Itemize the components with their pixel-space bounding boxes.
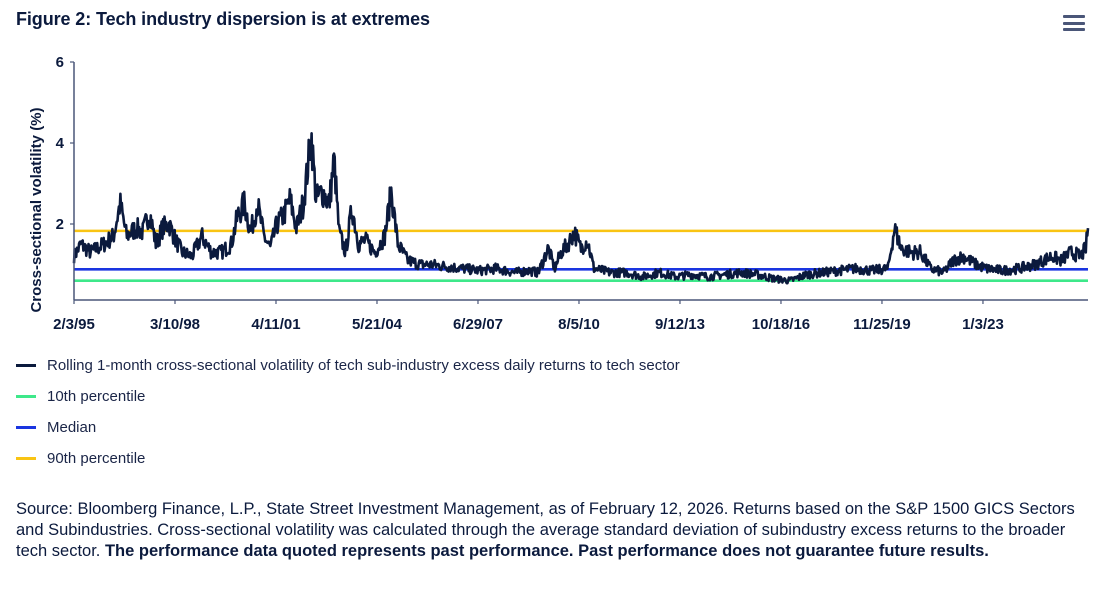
source-text: Source: Bloomberg Finance, L.P., State S… [16, 500, 1075, 560]
legend-label: Rolling 1-month cross-sectional volatili… [47, 357, 680, 374]
legend-label: 10th percentile [47, 388, 146, 405]
y-tick-label: 4 [56, 135, 65, 152]
x-tick-label: 11/25/19 [853, 316, 911, 333]
line-chart: Cross-sectional volatility (%) 2 4 6 2/3/9… [28, 54, 1090, 333]
y-tick-label: 2 [56, 216, 64, 233]
legend-label: Median [47, 419, 97, 436]
legend-swatch-10th-percentile [16, 395, 36, 398]
legend-label: 90th percentile [47, 450, 146, 467]
hamburger-menu-icon [1063, 15, 1085, 18]
x-tick-label: 4/11/01 [251, 316, 300, 333]
x-tick-label: 3/10/98 [150, 316, 200, 333]
series-line-volatility [72, 132, 1090, 285]
disclaimer-text: The performance data quoted represents p… [104, 542, 989, 560]
x-tick-label: 8/5/10 [558, 316, 600, 333]
y-tick-label: 6 [56, 54, 64, 71]
x-tick-label: 10/18/16 [752, 316, 810, 333]
x-tick-label: 6/29/07 [453, 316, 503, 333]
x-tick-label: 9/12/13 [655, 316, 705, 333]
legend-item-10th-percentile[interactable]: 10th percentile [16, 381, 680, 412]
x-tick-label: 1/3/23 [962, 316, 1004, 333]
legend-item-volatility[interactable]: Rolling 1-month cross-sectional volatili… [16, 350, 680, 381]
x-tick-label: 5/21/04 [352, 316, 403, 333]
source-note: Source: Bloomberg Finance, L.P., State S… [16, 499, 1076, 562]
legend-swatch-median [16, 426, 36, 429]
chart-legend: Rolling 1-month cross-sectional volatili… [16, 350, 680, 474]
y-axis-title: Cross-sectional volatility (%) [28, 107, 45, 312]
x-tick-label: 2/3/95 [53, 316, 95, 333]
chart-title: Figure 2: Tech industry dispersion is at… [16, 9, 430, 29]
legend-swatch-90th-percentile [16, 457, 36, 460]
hamburger-menu-button[interactable] [1060, 15, 1088, 37]
legend-swatch-volatility [16, 364, 36, 367]
legend-item-median[interactable]: Median [16, 412, 680, 443]
legend-item-90th-percentile[interactable]: 90th percentile [16, 443, 680, 474]
